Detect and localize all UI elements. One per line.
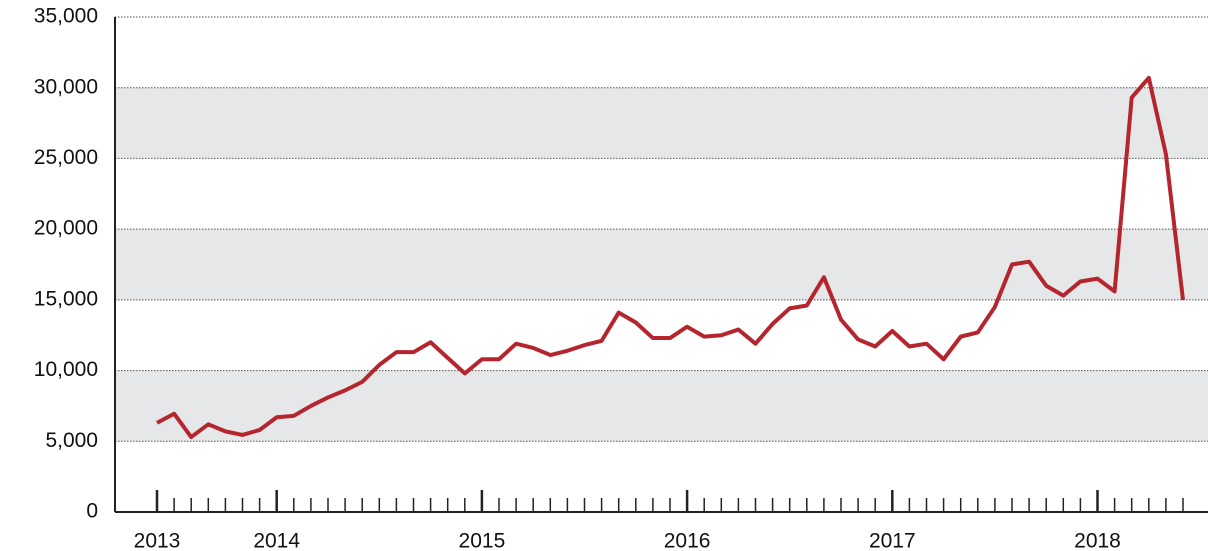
y-tick-label: 25,000 bbox=[34, 146, 98, 169]
data-line bbox=[156, 75, 1185, 440]
y-tick-label: 5,000 bbox=[45, 429, 98, 452]
x-tick-label: 2017 bbox=[869, 530, 916, 551]
x-tick-label: 2018 bbox=[1074, 530, 1121, 551]
y-tick-label: 0 bbox=[86, 500, 98, 523]
x-tick-label: 2013 bbox=[134, 530, 181, 551]
y-tick-label: 20,000 bbox=[34, 217, 98, 240]
y-tick-label: 35,000 bbox=[34, 5, 98, 28]
grid-band bbox=[115, 87, 1208, 159]
grid-band bbox=[115, 370, 1208, 442]
x-tick-label: 2016 bbox=[664, 530, 711, 551]
y-tick-label: 15,000 bbox=[34, 287, 98, 310]
x-tick-label: 2015 bbox=[459, 530, 506, 551]
y-tick-label: 30,000 bbox=[34, 75, 98, 98]
x-tick-label: 2014 bbox=[253, 530, 300, 551]
y-tick-label: 10,000 bbox=[34, 358, 98, 381]
grid-band bbox=[115, 229, 1208, 300]
